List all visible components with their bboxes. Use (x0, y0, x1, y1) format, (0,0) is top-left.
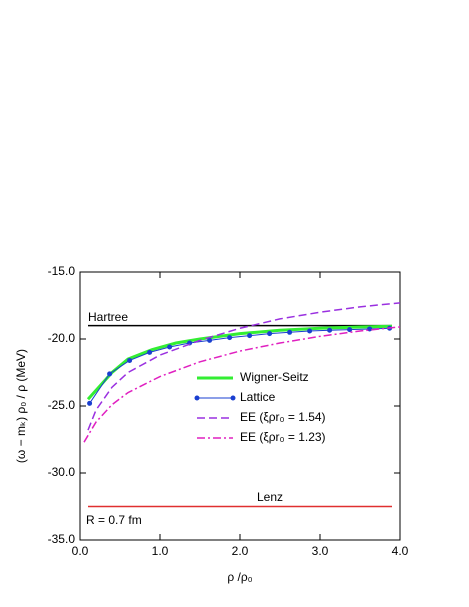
x-tick-label: 4.0 (392, 544, 409, 558)
data-point (367, 326, 373, 332)
legend-label: EE (ξρr₀ = 1.54) (240, 410, 326, 424)
legend-label: Wigner-Seitz (240, 370, 309, 384)
legend-label: EE (ξρr₀ = 1.23) (240, 430, 326, 444)
y-axis-label: (ω − mₖ) ρ₀ / ρ (MeV) (14, 349, 28, 463)
series-line (83, 326, 401, 443)
legend-marker (230, 395, 236, 401)
data-point (167, 344, 173, 350)
data-point (107, 371, 113, 377)
x-tick-label: 3.0 (312, 544, 329, 558)
data-point (327, 327, 333, 333)
legend-marker (194, 395, 200, 401)
y-tick-label: -15.0 (48, 264, 76, 278)
series-line (87, 302, 401, 431)
y-tick-label: -25.0 (48, 398, 76, 412)
reference-label: Lenz (257, 490, 283, 504)
x-tick-label: 0.0 (72, 544, 89, 558)
reference-label: Hartree (88, 310, 128, 324)
data-point (127, 357, 133, 363)
data-point (87, 400, 93, 406)
x-axis-label: ρ /ρ₀ (227, 570, 252, 584)
series-line (86, 324, 393, 401)
y-tick-label: -20.0 (48, 331, 76, 345)
data-point (147, 349, 153, 355)
data-point (267, 331, 273, 337)
x-tick-label: 2.0 (232, 544, 249, 558)
data-point (227, 335, 233, 341)
y-tick-label: -30.0 (48, 465, 76, 479)
series-line (89, 327, 390, 404)
data-point (247, 333, 253, 339)
data-point (347, 327, 353, 333)
legend-label: Lattice (240, 390, 276, 404)
data-point (287, 329, 293, 335)
data-point (207, 337, 213, 343)
x-tick-label: 1.0 (152, 544, 169, 558)
y-tick-label: -35.0 (48, 532, 76, 546)
annotation: R = 0.7 fm (86, 513, 142, 527)
data-point (307, 328, 313, 334)
